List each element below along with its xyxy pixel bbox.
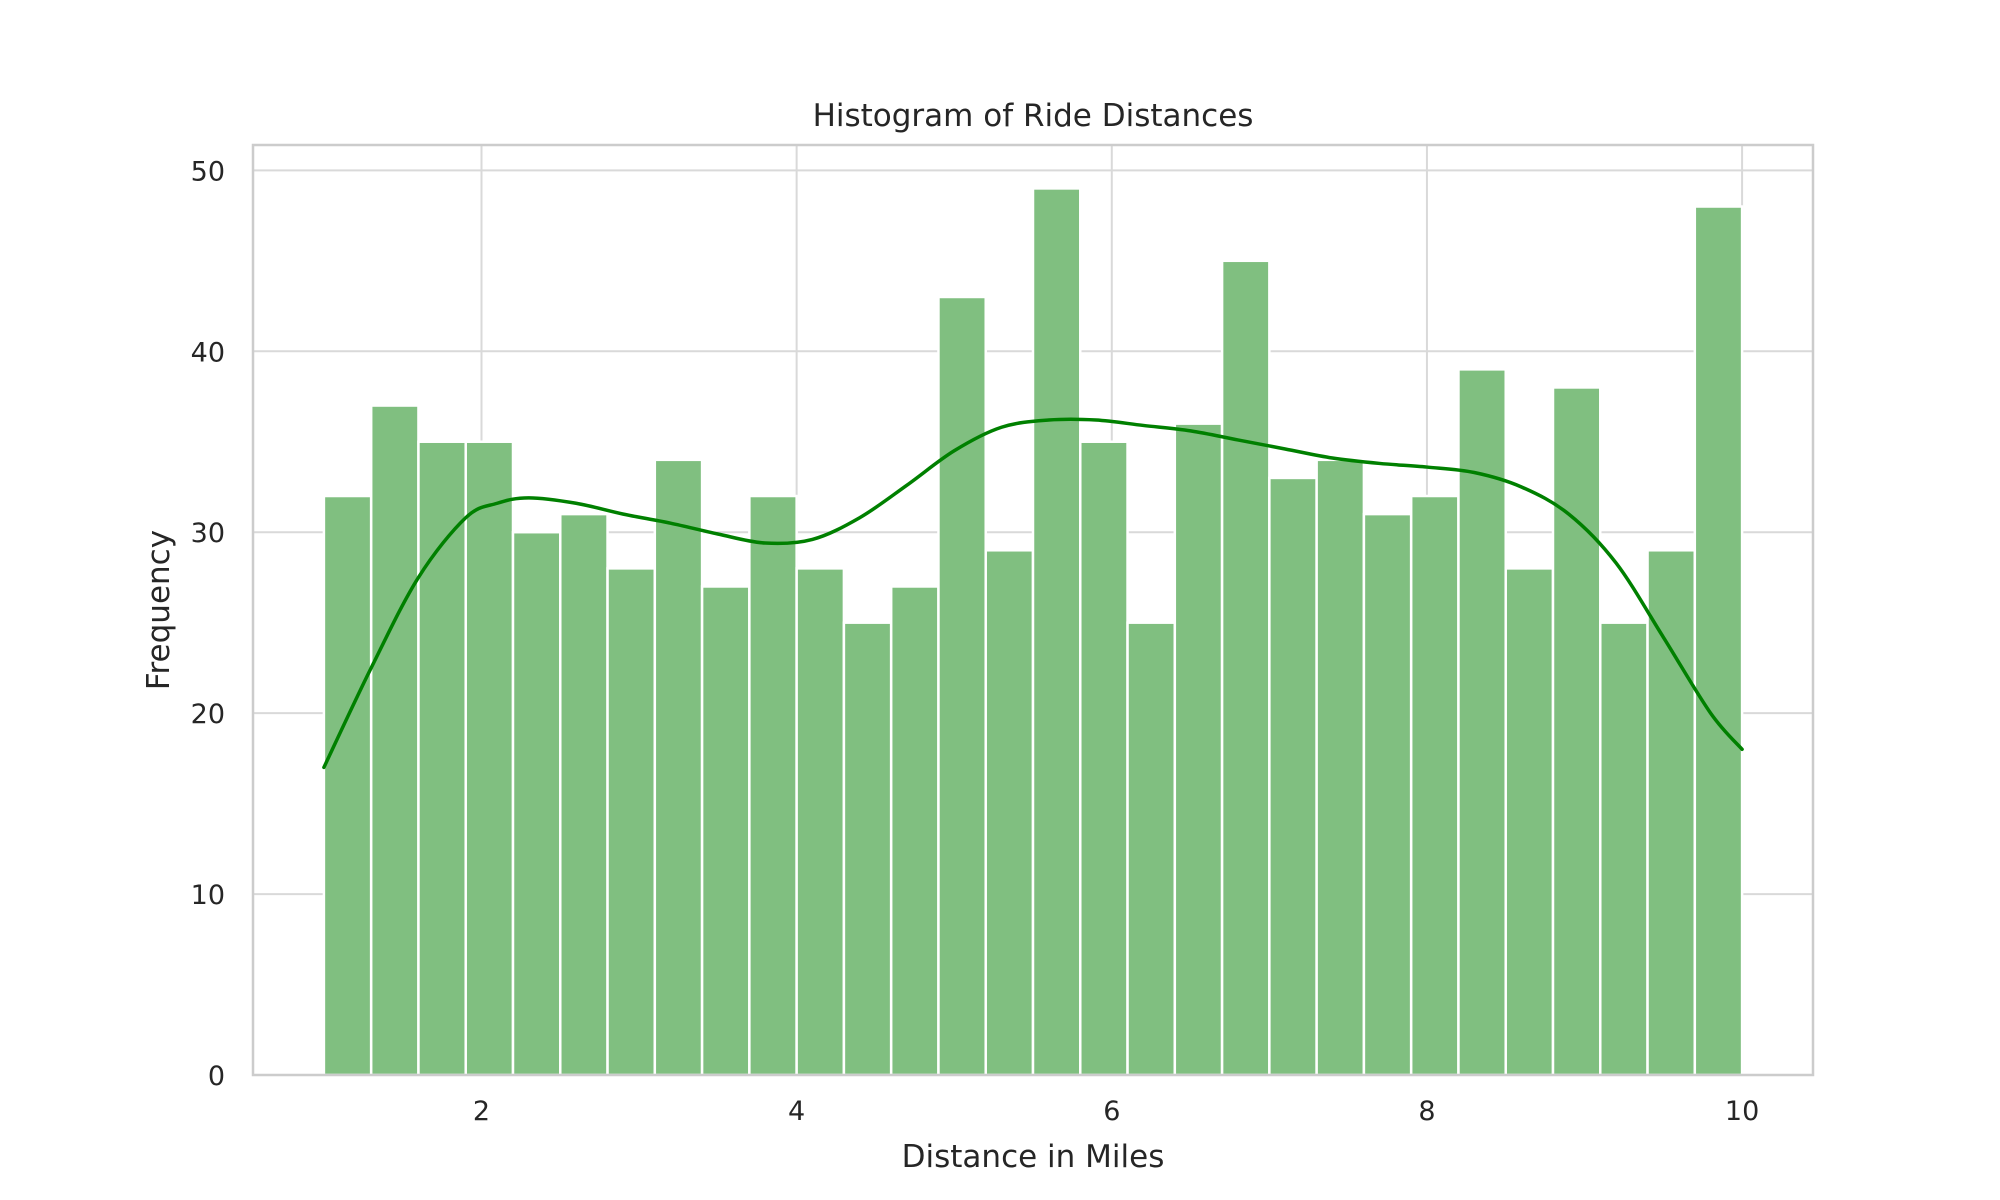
histogram-bar-22 <box>1315 458 1366 1077</box>
histogram-bar-5 <box>511 530 562 1077</box>
histogram-bar-20 <box>1220 259 1271 1077</box>
histogram-bar-12 <box>842 621 893 1077</box>
histogram-bar-21 <box>1268 476 1318 1077</box>
histogram-bar-11 <box>795 567 846 1077</box>
chart-title: Histogram of Ride Distances <box>813 98 1254 134</box>
histogram-bar-7 <box>606 567 657 1077</box>
histogram-bar-14 <box>937 295 987 1077</box>
histogram-bar-17 <box>1079 440 1129 1077</box>
histogram-bar-2 <box>369 404 420 1077</box>
histogram-bar-23 <box>1362 512 1413 1077</box>
y-tick-label-20: 20 <box>191 699 225 730</box>
histogram-bar-24 <box>1409 494 1460 1077</box>
histogram-bar-4 <box>464 440 515 1077</box>
histogram-bar-9 <box>700 585 751 1077</box>
x-tick-label-4: 4 <box>788 1096 805 1127</box>
plot-frame <box>251 143 1815 1077</box>
kde-curve <box>322 417 1744 770</box>
histogram-bar-13 <box>889 585 940 1077</box>
histogram-bar-6 <box>559 512 609 1077</box>
histogram-bar-16 <box>1031 187 1082 1077</box>
histogram-bar-27 <box>1551 386 1602 1077</box>
histogram-bar-1 <box>322 494 373 1077</box>
histogram-bar-8 <box>653 458 704 1077</box>
x-axis-label: Distance in Miles <box>902 1139 1165 1175</box>
y-tick-label-50: 50 <box>191 156 225 187</box>
bars-layer <box>322 187 1744 1077</box>
histogram-bar-30 <box>1693 205 1744 1077</box>
ticks-layer: 2 4 6 8 10 0 10 20 30 40 50 <box>191 156 1760 1127</box>
histogram-bar-18 <box>1126 621 1177 1077</box>
kde-layer <box>322 417 1744 770</box>
histogram-bar-19 <box>1173 422 1224 1077</box>
y-tick-label-30: 30 <box>191 518 225 549</box>
x-tick-label-10: 10 <box>1725 1096 1759 1127</box>
y-tick-label-0: 0 <box>208 1061 225 1092</box>
y-tick-label-10: 10 <box>191 880 225 911</box>
x-tick-label-2: 2 <box>473 1096 490 1127</box>
histogram-bar-28 <box>1599 621 1649 1077</box>
histogram-bar-25 <box>1457 368 1507 1077</box>
histogram-bar-15 <box>984 549 1035 1077</box>
x-tick-label-6: 6 <box>1103 1096 1120 1127</box>
y-axis-label: Frequency <box>141 530 177 690</box>
histogram-bar-26 <box>1504 567 1555 1077</box>
histogram-bar-10 <box>748 494 798 1077</box>
histogram-bar-29 <box>1646 549 1697 1077</box>
x-tick-label-8: 8 <box>1418 1096 1435 1127</box>
histogram-bar-3 <box>417 440 467 1077</box>
y-tick-label-40: 40 <box>191 337 225 368</box>
